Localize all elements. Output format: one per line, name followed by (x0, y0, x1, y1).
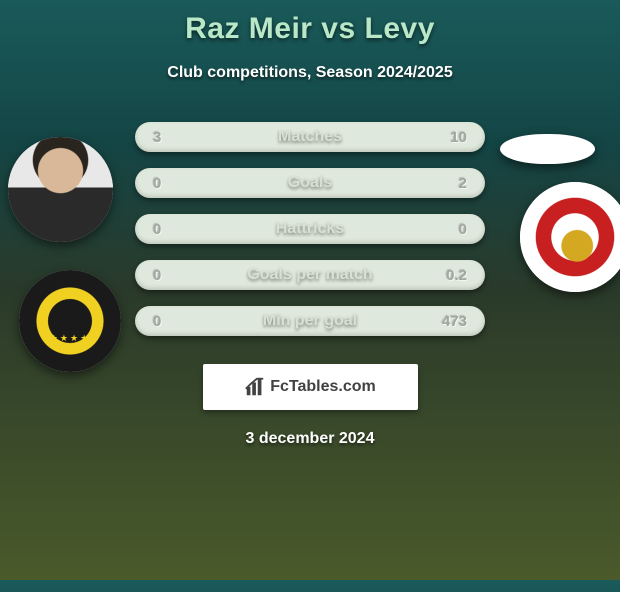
stat-row-matches: 3 Matches 10 (135, 122, 485, 152)
stat-right-value: 10 (450, 129, 467, 146)
stat-right-value: 0 (459, 221, 467, 238)
stat-right-value: 2 (459, 175, 467, 192)
stat-label: Min per goal (135, 312, 485, 330)
stat-right-value: 473 (442, 313, 467, 330)
club1-badge-icon (19, 270, 121, 372)
club2-badge-icon (520, 182, 620, 292)
stat-label: Goals (135, 174, 485, 192)
stat-right-value: 0.2 (446, 267, 467, 284)
stats-container: 3 Matches 10 0 Goals 2 0 Hattricks 0 0 G… (135, 122, 485, 336)
stat-row-goals: 0 Goals 2 (135, 168, 485, 198)
stat-label: Goals per match (135, 266, 485, 284)
bar-chart-icon (244, 376, 266, 398)
player2-avatar (500, 134, 595, 164)
stat-row-goals-per-match: 0 Goals per match 0.2 (135, 260, 485, 290)
player1-avatar (8, 137, 113, 242)
comparison-subtitle: Club competitions, Season 2024/2025 (0, 64, 620, 82)
player2-club-logo (520, 182, 620, 292)
comparison-title: Raz Meir vs Levy (0, 12, 620, 46)
stat-label: Matches (135, 128, 485, 146)
player1-face-icon (8, 137, 113, 242)
credit-badge[interactable]: FcTables.com (203, 364, 418, 410)
stat-row-min-per-goal: 0 Min per goal 473 (135, 306, 485, 336)
stat-label: Hattricks (135, 220, 485, 238)
player1-club-logo (19, 270, 121, 372)
credit-text: FcTables.com (270, 378, 376, 396)
stat-row-hattricks: 0 Hattricks 0 (135, 214, 485, 244)
snapshot-date: 3 december 2024 (0, 430, 620, 448)
